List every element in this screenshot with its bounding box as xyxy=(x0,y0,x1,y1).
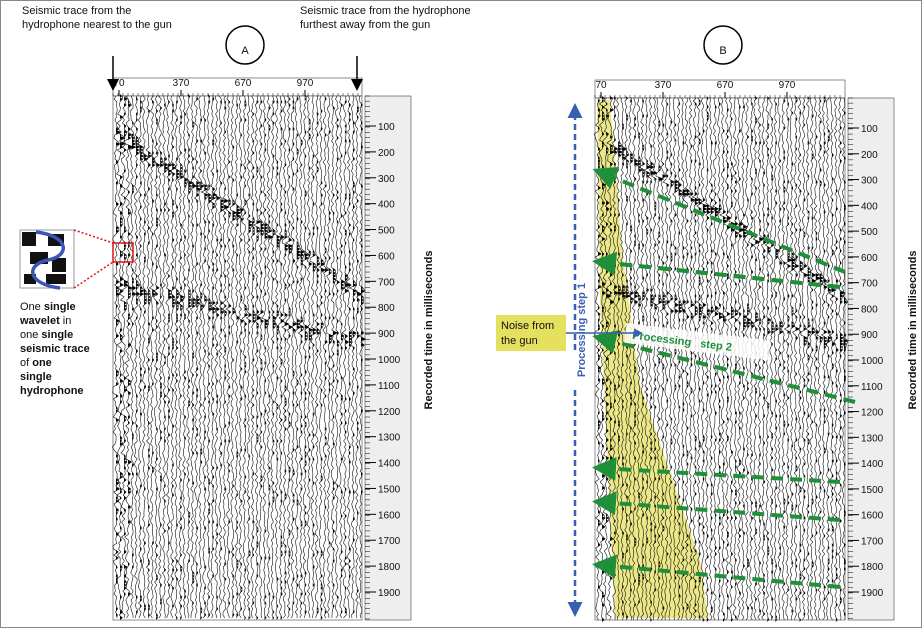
caption-line: of one xyxy=(20,357,52,369)
time-tick-label: 1200 xyxy=(378,407,401,418)
time-tick-label: 1600 xyxy=(861,511,884,522)
note-line: Seismic trace from the xyxy=(22,5,131,17)
time-tick-label: 1400 xyxy=(861,459,884,470)
time-tick-label: 600 xyxy=(861,253,878,264)
panel-a: 70 370 670 970 100 200 300 400 500 600 700 800 900 10… xyxy=(112,26,435,620)
note-line: Noise from xyxy=(501,320,554,332)
note-line: the gun xyxy=(501,335,538,347)
caption-segment: single xyxy=(20,371,52,383)
time-tick-label: 100 xyxy=(861,124,878,135)
time-tick-label: 1300 xyxy=(378,433,401,444)
time-tick-label: 1500 xyxy=(378,484,401,495)
time-tick-label: 1700 xyxy=(861,536,884,547)
time-tick-label: 1400 xyxy=(378,459,401,470)
caption-segment: of xyxy=(20,357,32,369)
time-tick-label: 1100 xyxy=(861,382,883,393)
time-tick-label: 1200 xyxy=(861,408,884,419)
time-tick-label: 200 xyxy=(378,148,395,159)
caption-line: hydrophone xyxy=(20,385,84,397)
top-tick-label: 970 xyxy=(779,80,796,91)
panel-letter: A xyxy=(241,45,249,57)
time-tick-label: 100 xyxy=(378,122,395,133)
time-tick-label: 600 xyxy=(378,251,395,262)
figure: 70 370 670 970 100 200 300 400 500 600 700 800 900 10… xyxy=(0,0,922,628)
caption-segment: single xyxy=(44,301,76,313)
caption-line: wavelet in xyxy=(19,315,71,327)
time-tick-label: 1000 xyxy=(861,356,884,367)
time-tick-label: 1800 xyxy=(861,562,884,573)
time-tick-label: 1100 xyxy=(378,381,400,392)
axis-label: Recorded time in milliseconds xyxy=(907,251,919,410)
top-tick-label: 70 xyxy=(595,80,607,91)
caption-segment: one xyxy=(20,329,41,341)
time-tick-label: 800 xyxy=(861,304,878,315)
time-tick-label: 1700 xyxy=(378,536,401,547)
caption-segment: One xyxy=(20,301,44,313)
time-tick-label: 900 xyxy=(378,329,395,340)
time-tick-label: 900 xyxy=(861,330,878,341)
inset-pixel xyxy=(46,274,66,284)
time-tick-label: 1600 xyxy=(378,510,401,521)
time-tick-label: 1500 xyxy=(861,485,884,496)
time-tick-label: 300 xyxy=(861,176,878,187)
caption-segment: in xyxy=(60,315,72,327)
time-tick-label: 500 xyxy=(861,227,878,238)
caption-segment: single xyxy=(41,329,73,341)
caption-segment: seismic trace xyxy=(20,343,90,355)
caption-segment: wavelet xyxy=(19,315,60,327)
top-tick-label: 70 xyxy=(113,78,125,89)
panel-letter: B xyxy=(719,45,726,57)
note-line: furthest away from the gun xyxy=(300,19,430,31)
caption-line: single xyxy=(20,371,52,383)
time-tick-label: 1900 xyxy=(861,588,884,599)
time-tick-label: 500 xyxy=(378,226,395,237)
top-tick-label: 670 xyxy=(717,80,734,91)
time-tick-label: 700 xyxy=(861,279,878,290)
panel-b: 70 370 670 970 100 200 300 400 500 600 700 800 900 10… xyxy=(594,26,919,622)
note-line: Seismic trace from the hydrophone xyxy=(300,5,471,17)
caption-line: One single xyxy=(20,301,76,313)
caption-line: seismic trace xyxy=(20,343,90,355)
time-tick-label: 800 xyxy=(378,303,395,314)
top-tick-label: 370 xyxy=(655,80,672,91)
time-tick-label: 1900 xyxy=(378,588,401,599)
top-tick-label: 970 xyxy=(297,78,314,89)
time-tick-label: 1000 xyxy=(378,355,401,366)
top-tick-label: 670 xyxy=(235,78,252,89)
step1-label: Processing step 1 xyxy=(576,283,588,377)
caption-segment: hydrophone xyxy=(20,385,84,397)
time-tick-label: 200 xyxy=(861,150,878,161)
note-line: hydrophone nearest to the gun xyxy=(22,19,172,31)
caption-segment: one xyxy=(32,357,52,369)
time-tick-label: 300 xyxy=(378,174,395,185)
caption-line: one single xyxy=(20,329,73,341)
time-tick-label: 700 xyxy=(378,277,395,288)
time-tick-label: 400 xyxy=(861,201,878,212)
time-tick-label: 400 xyxy=(378,200,395,211)
time-tick-label: 1300 xyxy=(861,433,884,444)
axis-label: Recorded time in milliseconds xyxy=(423,251,435,410)
inset-pixel xyxy=(22,232,36,246)
top-tick-label: 370 xyxy=(173,78,190,89)
time-tick-label: 1800 xyxy=(378,562,401,573)
